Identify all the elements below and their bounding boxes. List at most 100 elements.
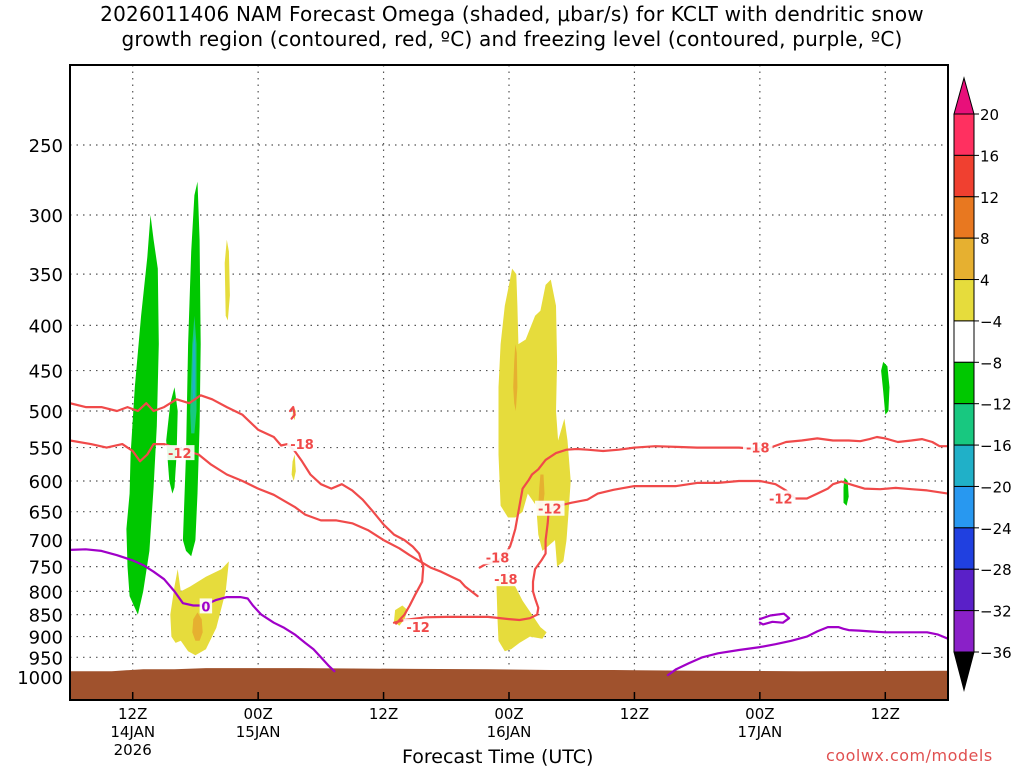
y-tick-label: 350: [29, 265, 63, 286]
contour-label-bg: [766, 490, 796, 506]
omega-region--8: [881, 361, 890, 415]
x-tick-sublabel: 17JAN: [737, 723, 782, 741]
colorbar-label: −32: [980, 603, 1012, 621]
colorbar-cell: [953, 610, 975, 653]
omega-region-4: [496, 576, 547, 652]
colorbar-label: −4: [980, 313, 1002, 331]
y-tick-label: 500: [29, 402, 63, 423]
x-tick-sublabel: 2026: [114, 741, 152, 759]
data-layer: -12 -18 -18 -18 -12 -12 -18 -12 0: [70, 181, 948, 700]
colorbar-label: −16: [980, 437, 1012, 455]
contour-label-bg: [199, 598, 213, 614]
contour-label: -12: [538, 503, 562, 518]
freezing-level-contour-0b: [666, 626, 948, 677]
x-tick-sublabel: 16JAN: [487, 723, 532, 741]
x-tick-sublabel: 15JAN: [236, 723, 281, 741]
contour-label-bg: [165, 445, 195, 461]
colorbar-top-arrow: [953, 76, 975, 115]
x-tick-label: 00Z: [745, 705, 774, 723]
colorbar-cell: [953, 485, 975, 529]
colorbar-cell: [953, 113, 975, 156]
colorbar-label: −36: [980, 644, 1012, 662]
omega-region-8: [513, 344, 518, 411]
y-tick-label: 450: [29, 362, 63, 383]
x-axis-label: Forecast Time (UTC): [402, 746, 594, 768]
x-tick-label: 12Z: [369, 705, 398, 723]
colorbar-cell: [953, 403, 975, 446]
y-tick-label: 600: [29, 472, 63, 493]
colorbar-label: −12: [980, 396, 1012, 414]
colorbar-cell: [953, 320, 975, 363]
y-tick-label: 950: [29, 648, 63, 669]
omega-region--8: [126, 215, 159, 615]
colorbar-cell: [953, 527, 975, 570]
contour-label: -18: [746, 442, 770, 457]
omega-region-4: [170, 561, 229, 656]
y-tick-label: 750: [29, 558, 63, 579]
ground-terrain: [70, 668, 948, 700]
x-tick-label: 12Z: [620, 705, 649, 723]
omega-region-4: [498, 268, 571, 567]
colorbar-label: 4: [980, 272, 990, 290]
colorbar-label: 12: [980, 189, 999, 207]
source-credit: coolwx.com/models: [826, 746, 993, 765]
omega-region-8: [192, 612, 203, 641]
x-tick-label: 00Z: [494, 705, 523, 723]
chart-title-line-1: 2026011406 NAM Forecast Omega (shaded, μ…: [100, 2, 924, 26]
contour-label: -12: [406, 621, 430, 636]
contour-label-bg: [403, 619, 433, 635]
contour-label-bg: [743, 439, 773, 455]
colorbar-label: 16: [980, 147, 999, 165]
omega-region--16: [192, 334, 196, 404]
colorbar-label: −28: [980, 561, 1012, 579]
colorbar-label: 8: [980, 230, 990, 248]
colorbar: 20 16 12 8 4 −4 −8 −12 −16 −20 −24 −28 −32 −36: [953, 76, 1012, 692]
y-tick-label: 300: [29, 206, 63, 227]
colorbar-cell: [953, 361, 975, 405]
freezing-level-contour-0c: [758, 612, 791, 626]
colorbar-label: 20: [980, 106, 999, 124]
colorbar-label: −24: [980, 520, 1012, 538]
y-tick-label: 800: [29, 582, 63, 603]
omega-region--8: [166, 387, 178, 494]
y-tick-label: 850: [29, 606, 63, 627]
y-tick-label: 900: [29, 628, 63, 649]
contour-label-bg: [482, 549, 513, 565]
colorbar-bottom-arrow: [953, 651, 975, 692]
y-tick-label: 650: [29, 503, 63, 524]
contour-label-bg: [535, 500, 565, 516]
contour-label-bg: [491, 571, 521, 587]
colorbar-cell: [953, 196, 975, 239]
x-tick-label: 00Z: [243, 705, 272, 723]
y-tick-label: 700: [29, 531, 63, 552]
contour-label-bg: [287, 436, 317, 452]
colorbar-cell: [953, 237, 975, 281]
chart-title: 2026011406 NAM Forecast Omega (shaded, μ…: [0, 2, 1024, 52]
colorbar-label: −20: [980, 478, 1012, 496]
dendritic-contour--18c: [288, 406, 296, 420]
contour-label: -18: [486, 551, 510, 566]
chart-title-line-2: growth region (contoured, red, ºC) and f…: [121, 27, 903, 51]
y-tick-label: 250: [29, 136, 63, 157]
freezing-level-contour-0: [70, 548, 336, 673]
omega-region-4: [291, 454, 296, 481]
dendritic-contour--12b: [392, 479, 948, 624]
x-tick-label: 12Z: [118, 705, 147, 723]
colorbar-cell: [953, 154, 975, 198]
contour-label: 0: [201, 600, 210, 615]
colorbar-cell: [953, 568, 975, 612]
dendritic-contour--18: [70, 394, 425, 625]
x-tick-label: 12Z: [871, 705, 900, 723]
x-tick-sublabel: 14JAN: [110, 723, 155, 741]
colorbar-cell: [953, 444, 975, 487]
colorbar-label: −8: [980, 354, 1002, 372]
contour-label: -18: [494, 573, 518, 588]
dendritic-contour--12: [70, 439, 479, 598]
omega-region--8: [843, 477, 849, 506]
dendritic-contour--18b: [478, 435, 948, 569]
colorbar-cell: [953, 279, 975, 322]
y-tick-label: 550: [29, 439, 63, 460]
omega-region-4: [224, 239, 230, 321]
y-tick-label: 400: [29, 316, 63, 337]
